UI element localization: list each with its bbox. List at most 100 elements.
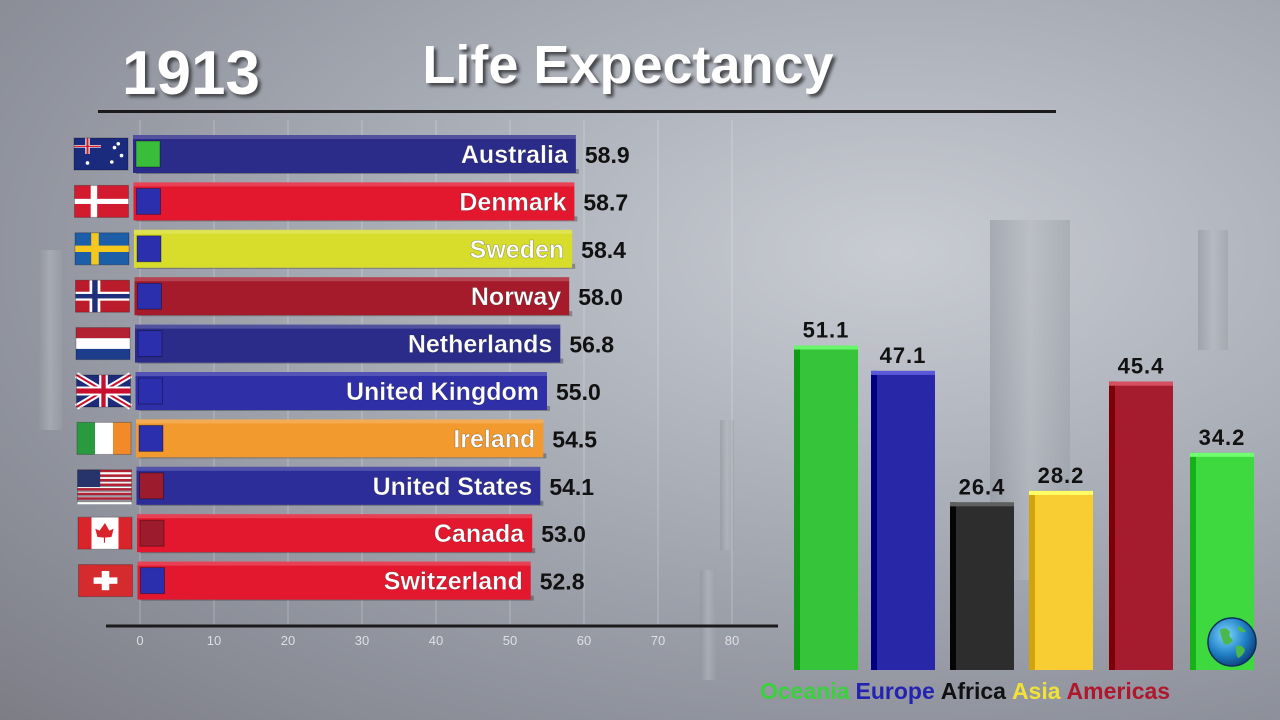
bar-top-highlight xyxy=(794,345,858,350)
bar-top-highlight xyxy=(1109,381,1173,386)
bar-side-shade xyxy=(1109,381,1115,670)
year-label: 1913 xyxy=(122,39,260,108)
bar-row-united-kingdom: United Kingdom 55.0 xyxy=(74,372,601,411)
value-label: 52.8 xyxy=(540,569,585,595)
bar-netherlands xyxy=(135,324,561,363)
bar-top-highlight xyxy=(950,502,1014,507)
continent-bar xyxy=(871,370,935,670)
bar-highlight xyxy=(135,372,547,376)
country-label: United Kingdom xyxy=(346,378,539,406)
continent-marker xyxy=(136,187,161,215)
bar-row-netherlands: Netherlands 56.8 xyxy=(75,324,614,364)
bar-row-denmark: Denmark 58.7 xyxy=(74,182,628,222)
sweden-flag xyxy=(74,232,130,266)
ireland-flag xyxy=(76,421,132,455)
country-label: Denmark xyxy=(459,188,566,216)
country-label: Canada xyxy=(434,520,525,548)
netherlands-flag xyxy=(75,327,131,361)
bar-united-kingdom xyxy=(135,372,547,410)
value-label: 54.1 xyxy=(549,474,594,500)
continent-bar xyxy=(950,502,1014,670)
x-tick-label: 70 xyxy=(651,633,665,648)
value-label: 58.9 xyxy=(585,142,630,168)
bar-united-states xyxy=(136,466,541,505)
bar-highlight xyxy=(133,135,576,139)
x-tick-label: 0 xyxy=(136,633,143,648)
australia-flag xyxy=(73,137,129,171)
bar-row-switzerland: Switzerland 52.8 xyxy=(78,561,585,601)
bar-australia xyxy=(133,135,576,173)
switzerland-flag xyxy=(78,564,133,598)
bar-top-highlight xyxy=(1190,452,1254,457)
bar-row-norway: Norway 58.0 xyxy=(75,277,623,317)
value-label: 54.5 xyxy=(552,426,597,452)
bar-switzerland xyxy=(137,561,531,600)
united-kingdom-flag xyxy=(74,372,133,410)
country-label: Norway xyxy=(471,283,561,311)
country-label: United States xyxy=(373,473,533,501)
country-label: Switzerland xyxy=(384,568,523,596)
continent-marker xyxy=(137,282,162,310)
continent-marker xyxy=(138,424,164,452)
continent-bar xyxy=(794,345,858,670)
continent-value-label: 34.2 xyxy=(1199,425,1246,450)
bar-canada xyxy=(137,514,533,553)
value-label: 53.0 xyxy=(541,521,586,547)
continent-marker xyxy=(140,567,165,595)
globe-icon xyxy=(1207,617,1257,667)
background-building xyxy=(720,420,734,550)
country-label: Australia xyxy=(461,141,569,169)
bar-denmark xyxy=(133,182,575,221)
bar-highlight xyxy=(136,419,544,424)
united-states-flag xyxy=(77,469,132,505)
country-label: Sweden xyxy=(470,236,564,264)
bar-row-sweden: Sweden 58.4 xyxy=(74,229,626,269)
canada-flag xyxy=(77,516,133,550)
background-building xyxy=(38,250,62,430)
continent-legend: Oceania Europe Africa Asia Americas xyxy=(760,678,1220,705)
bar-top-highlight xyxy=(871,370,935,375)
chart-title: Life Expectancy xyxy=(422,35,834,95)
country-label: Ireland xyxy=(453,425,535,453)
bar-highlight xyxy=(136,466,541,471)
continent-bar-oceania: 51.1 xyxy=(794,318,858,670)
bar-norway xyxy=(134,277,570,316)
x-tick-label: 40 xyxy=(429,633,443,648)
continent-value-label: 45.4 xyxy=(1118,354,1165,379)
bar-side-shade xyxy=(1029,490,1035,670)
x-tick-label: 80 xyxy=(725,633,739,648)
value-label: 58.0 xyxy=(578,284,623,310)
continent-value-label: 47.1 xyxy=(880,343,927,368)
value-label: 58.4 xyxy=(581,237,626,263)
bar-side-shade xyxy=(794,345,800,670)
value-label: 55.0 xyxy=(556,379,601,405)
continent-bar xyxy=(1109,381,1173,670)
legend-oceania: Oceania xyxy=(760,678,850,704)
bar-row-united-states: United States 54.1 xyxy=(77,466,594,506)
continent-value-label: 51.1 xyxy=(803,318,850,343)
bar-side-shade xyxy=(1190,452,1196,670)
bar-highlight xyxy=(137,561,531,566)
denmark-flag xyxy=(74,184,129,218)
continent-bar-africa: 26.4 xyxy=(950,474,1014,670)
x-tick-label: 20 xyxy=(281,633,295,648)
continent-bar xyxy=(1029,490,1093,670)
continent-bar-americas: 45.4 xyxy=(1109,354,1173,670)
continent-marker xyxy=(139,472,164,500)
bar-row-canada: Canada 53.0 xyxy=(77,514,586,554)
continent-value-label: 26.4 xyxy=(959,474,1006,499)
continent-bar-europe: 47.1 xyxy=(871,343,935,670)
bar-side-shade xyxy=(871,370,877,670)
value-label: 58.7 xyxy=(583,189,628,215)
legend-africa: Africa xyxy=(940,678,1006,704)
bar-highlight xyxy=(137,514,533,519)
continent-marker xyxy=(137,330,163,358)
continent-value-label: 28.2 xyxy=(1038,463,1085,488)
bar-side-shade xyxy=(950,502,956,670)
continent-marker xyxy=(135,140,161,168)
x-tick-label: 10 xyxy=(207,633,221,648)
norway-flag xyxy=(75,279,130,313)
background-building xyxy=(1198,230,1228,350)
country-label: Netherlands xyxy=(408,331,552,359)
